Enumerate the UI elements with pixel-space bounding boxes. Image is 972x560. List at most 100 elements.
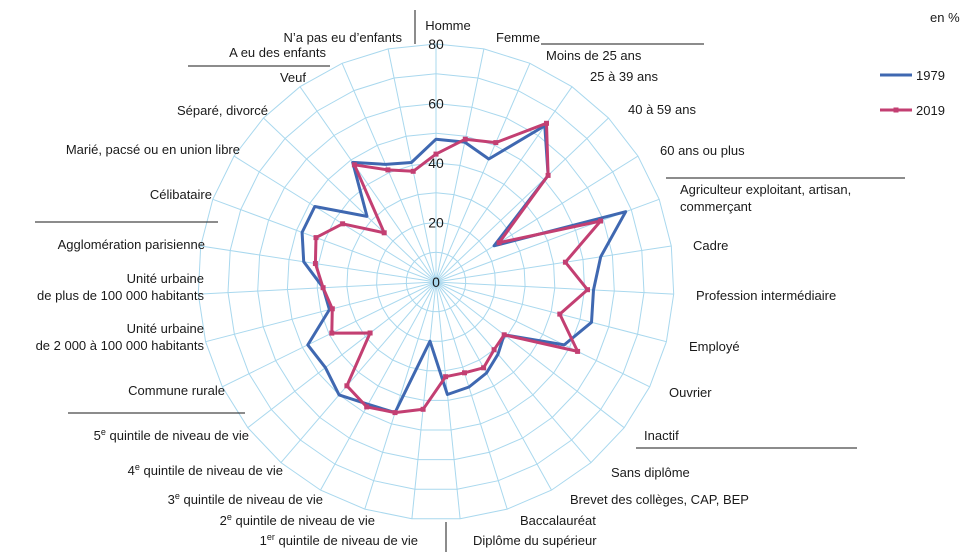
category-label: Séparé, divorcé: [177, 103, 268, 118]
category-label: 40 à 59 ans: [628, 102, 696, 117]
grid-spoke: [435, 245, 672, 283]
label-part: quintile de niveau de vie: [275, 533, 418, 548]
grid-spoke: [435, 281, 592, 463]
category-label: N’a pas eu d’enfants: [283, 30, 402, 45]
series-point-2019: [392, 410, 398, 416]
category-label: 4e quintile de niveau de vie: [128, 462, 283, 478]
grid: [197, 43, 675, 520]
grid-spoke: [200, 245, 437, 283]
series-point-2019: [562, 259, 568, 265]
grid-spoke: [341, 63, 437, 283]
series-point-2019: [545, 172, 551, 178]
category-label: Baccalauréat: [520, 513, 596, 528]
series-point-2019: [351, 162, 357, 168]
group-separators: [35, 10, 905, 552]
category-label: Agglomération parisienne: [58, 237, 205, 252]
grid-spoke: [435, 63, 531, 283]
series-point-2019: [462, 136, 468, 142]
grid-spoke: [364, 281, 437, 510]
label-part: quintile de niveau de vie: [232, 513, 375, 528]
category-label: 25 à 39 ans: [590, 69, 658, 84]
grid-spoke: [212, 198, 437, 283]
label-part: 5: [94, 428, 101, 443]
label-part: 2: [220, 513, 227, 528]
series-point-2019: [312, 261, 318, 266]
tick-labels: 0 20 40 60 80: [428, 36, 444, 290]
series-point-2019: [329, 330, 335, 336]
label-sup: e: [175, 491, 180, 501]
grid-spoke: [435, 281, 674, 295]
category-label: A eu des enfants: [229, 45, 326, 60]
category-label: Commune rurale: [128, 383, 225, 398]
grid-spoke: [387, 48, 437, 283]
series-point-2019: [433, 151, 439, 157]
tick-label: 60: [428, 96, 444, 112]
series-point-2019: [344, 383, 350, 389]
grid-ring: [286, 132, 586, 431]
label-part: 4: [128, 463, 135, 478]
series-point-2019: [381, 230, 387, 236]
category-label: Sans diplôme: [611, 465, 690, 480]
label-line: Unité urbaine: [127, 321, 204, 336]
category-label: Profession intermédiaire: [696, 288, 836, 303]
category-label: Cadre: [693, 238, 728, 253]
series-point-2019: [496, 240, 502, 246]
grid-spoke: [435, 281, 552, 491]
grid-spoke: [320, 281, 437, 491]
tick-label: 0: [432, 274, 440, 290]
grid-spoke: [222, 281, 437, 388]
series-point-2019: [367, 330, 373, 336]
series-point-2019: [462, 370, 467, 376]
label-sup: e: [101, 427, 106, 437]
grid-spoke: [435, 281, 650, 388]
label-sup: e: [227, 512, 232, 522]
tick-label: 20: [428, 215, 444, 231]
label-part: quintile de niveau de vie: [106, 428, 249, 443]
series-point-2019: [491, 347, 497, 353]
legend-marker-2019: [893, 107, 899, 113]
label-line: Unité urbaine: [127, 271, 204, 286]
label-part: 1: [260, 533, 267, 548]
category-label: 5e quintile de niveau de vie: [94, 427, 249, 443]
grid-spoke: [411, 281, 437, 519]
label-part: quintile de niveau de vie: [140, 463, 283, 478]
category-label: Unité urbaine de 2 000 à 100 000 habitant…: [36, 321, 205, 353]
grid-ring: [227, 73, 645, 490]
category-label: Agriculteur exploitant, artisan, commerça…: [680, 182, 851, 214]
label-sup: er: [267, 532, 275, 542]
grid-ring: [257, 102, 615, 461]
grid-spoke: [435, 86, 573, 283]
category-label: 3e quintile de niveau de vie: [168, 491, 323, 507]
series-point-2019: [313, 235, 319, 241]
series-line-2019: [313, 121, 603, 415]
series-point-2019: [410, 168, 416, 174]
category-label: 2e quintile de niveau de vie: [220, 512, 375, 528]
legend-label-1979: 1979: [916, 68, 945, 83]
category-label: Moins de 25 ans: [546, 48, 642, 63]
series-point-2019: [575, 348, 581, 354]
category-label: Diplôme du supérieur: [473, 533, 597, 548]
series-point-2019: [340, 221, 346, 227]
series-2019: [312, 120, 604, 416]
tick-label: 80: [428, 36, 444, 52]
grid-ring: [197, 43, 675, 520]
grid-spoke: [435, 155, 639, 283]
category-label: Veuf: [280, 70, 306, 85]
grid-ring: [346, 192, 526, 372]
series-point-2019: [544, 120, 549, 126]
grid-spoke: [299, 86, 437, 283]
grid-spoke: [435, 281, 667, 343]
series-point-2019: [385, 167, 391, 173]
category-label: Femme: [496, 30, 540, 45]
grid-spoke: [198, 281, 437, 295]
grid-spoke: [435, 281, 461, 519]
category-label: Homme: [425, 18, 471, 33]
category-label: Célibataire: [150, 187, 212, 202]
grid-spoke: [435, 281, 625, 429]
category-label: Inactif: [644, 428, 679, 443]
grid-ring: [316, 162, 556, 401]
series-point-2019: [598, 218, 604, 224]
category-label: 1er quintile de niveau de vie: [260, 532, 418, 548]
grid-ring: [405, 251, 467, 313]
